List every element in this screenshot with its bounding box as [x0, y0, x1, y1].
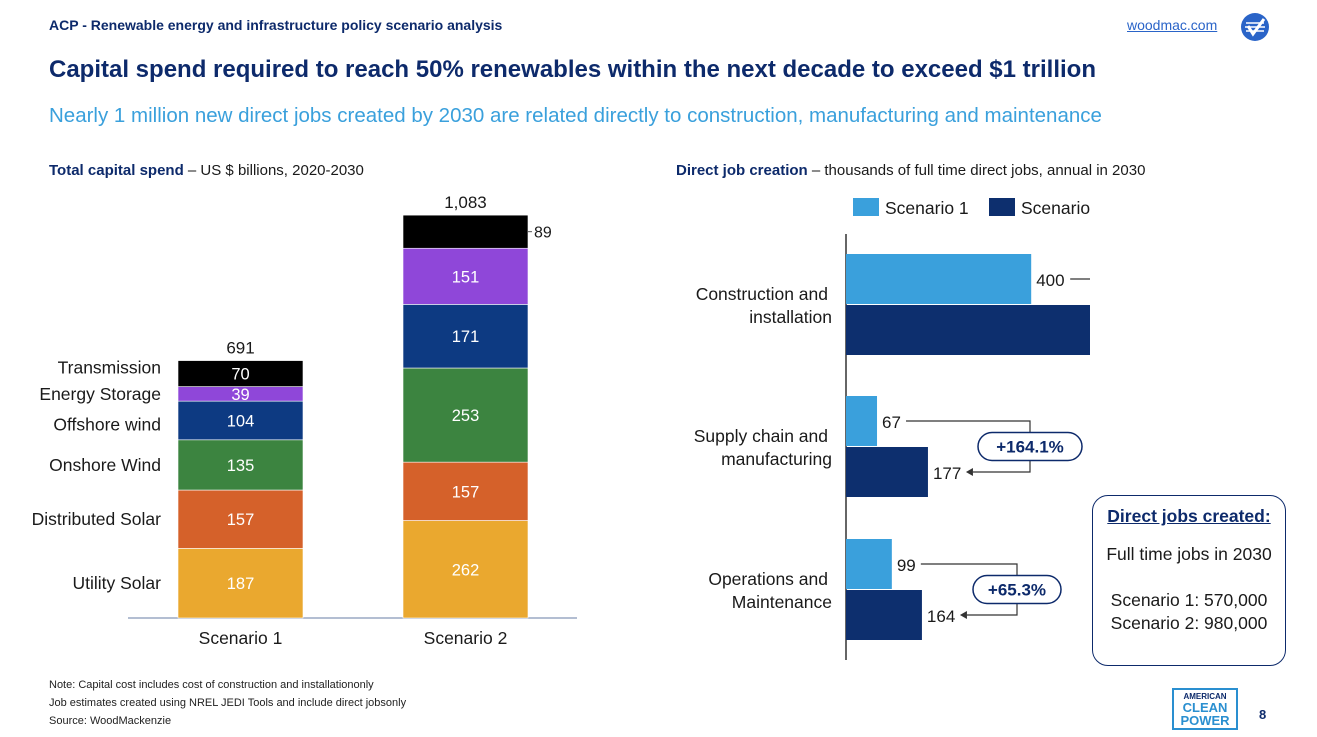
woodmac-logo-icon [1241, 13, 1269, 41]
page-title: Capital spend required to reach 50% rene… [49, 56, 1096, 83]
page-subtitle: Nearly 1 million new direct jobs created… [49, 104, 1102, 127]
value-label-0-5: 70 [231, 366, 249, 384]
bar-1-0 [402, 520, 529, 619]
value-label-1-1: 177 [933, 464, 961, 483]
svg-text:POWER: POWER [1180, 713, 1230, 728]
job-creation-chart: Scenario 1 Scenario 2 Construction and inst… [694, 198, 1090, 660]
category-label-2-a: Operations and [708, 569, 828, 589]
direct-jobs-line1: Full time jobs in 2030 [1106, 544, 1272, 564]
jobs-chart-heading-rest: – thousands of full time direct jobs, an… [807, 162, 1146, 179]
header-tag: ACP - Renewable energy and infrastructur… [49, 17, 503, 33]
change-pill-1 [977, 431, 1083, 462]
bar-0-1 [846, 305, 1090, 355]
bar-1-1 [402, 461, 529, 521]
value-label-2-0: 99 [897, 556, 916, 575]
category-label-0: Scenario 1 [199, 628, 283, 648]
value-label-2-1: 164 [927, 607, 955, 626]
capital-spend-chart: 187 157 135 104 39 70 691 Scenario 1 262 157 253 17… [32, 193, 577, 648]
total-label-1: 1,083 [444, 193, 487, 212]
value-label-0-4: 39 [231, 386, 249, 404]
direct-jobs-line3: Scenario 2: 980,000 [1110, 613, 1268, 633]
legend-label-1: Distributed Solar [32, 509, 162, 529]
connector-arrow-1 [965, 468, 973, 476]
legend-swatch-scenario2 [989, 198, 1015, 216]
bar-2-0 [846, 539, 892, 589]
direct-jobs-box: Direct jobs created: Full time jobs in 2… [1092, 495, 1286, 666]
direct-jobs-heading: Direct jobs created: [1107, 506, 1271, 526]
legend-label-5: Transmission [58, 358, 161, 378]
category-label-0-b: installation [749, 307, 832, 327]
legend-label-2: Onshore Wind [49, 455, 161, 475]
bar-2-1 [846, 590, 922, 640]
bar-0-1 [177, 489, 304, 549]
value-label-1-5: 89 [534, 225, 552, 242]
legend-label-scenario1: Scenario 1 [885, 198, 969, 218]
bar-1-0 [846, 396, 878, 446]
bar-1-2 [402, 367, 529, 463]
site-link[interactable]: woodmac.com [1127, 17, 1218, 33]
value-label-0-3: 104 [227, 412, 255, 430]
change-pill-2 [972, 574, 1062, 605]
connector-arrow-2 [959, 611, 967, 619]
capital-chart-heading: Total capital spend – US $ billions, 202… [49, 162, 364, 179]
category-label-1-b: manufacturing [721, 449, 832, 469]
jobs-chart-heading-bold: Direct job creation [676, 162, 808, 179]
total-label-0: 691 [226, 339, 254, 358]
note-line-2: Job estimates created using NREL JEDI To… [49, 697, 407, 709]
capital-chart-heading-rest: – US $ billions, 2020-2030 [183, 162, 364, 179]
note-line-1: Note: Capital cost includes cost of cons… [49, 679, 374, 691]
page-number: 8 [1259, 707, 1267, 722]
svg-text:AMERICAN: AMERICAN [1183, 692, 1226, 701]
category-label-2-b: Maintenance [732, 592, 832, 612]
category-label-1-a: Supply chain and [694, 426, 828, 446]
legend-label-0: Utility Solar [73, 573, 162, 593]
bar-1-5 [402, 214, 529, 249]
value-label-0-1: 157 [227, 511, 255, 529]
change-label-2: +65.3% [988, 581, 1046, 600]
value-label-1-4: 151 [452, 268, 480, 286]
value-label-0-0: 187 [227, 575, 255, 593]
bar-0-5 [177, 360, 304, 387]
value-label-0-2: 135 [227, 457, 255, 475]
category-label-0-a: Construction and [696, 284, 828, 304]
note-source: Source: WoodMackenzie [49, 715, 172, 727]
legend-label-scenario2: Scenario 2 [1021, 198, 1090, 218]
direct-jobs-line2: Scenario 1: 570,000 [1110, 590, 1268, 610]
bar-0-0 [177, 548, 304, 619]
value-label-1-3: 171 [452, 328, 480, 346]
change-label-1: +164.1% [996, 438, 1064, 457]
value-label-1-0: 67 [882, 413, 901, 432]
value-label-1-2: 253 [452, 407, 480, 425]
jobs-chart-heading: Direct job creation – thousands of full … [676, 162, 1145, 179]
bar-1-3 [402, 304, 529, 369]
svg-text:CLEAN: CLEAN [1183, 700, 1228, 715]
bar-0-3 [177, 400, 304, 441]
bar-0-0 [846, 254, 1032, 304]
capital-chart-heading-bold: Total capital spend [49, 162, 184, 179]
value-label-0-0: 400 [1036, 271, 1064, 290]
bar-0-2 [177, 439, 304, 491]
notes: Note: Capital cost includes cost of cons… [49, 676, 406, 730]
legend-label-3: Offshore wind [53, 414, 161, 434]
category-label-1: Scenario 2 [424, 628, 508, 648]
bar-1-1 [846, 447, 928, 497]
value-label-1-1: 157 [452, 483, 480, 501]
bar-1-4 [402, 247, 529, 305]
legend-swatch-scenario1 [853, 198, 879, 216]
american-clean-power-logo: AMERICAN CLEAN POWER [1172, 688, 1238, 730]
legend-label-4: Energy Storage [39, 384, 161, 404]
value-label-1-0: 262 [452, 561, 480, 579]
